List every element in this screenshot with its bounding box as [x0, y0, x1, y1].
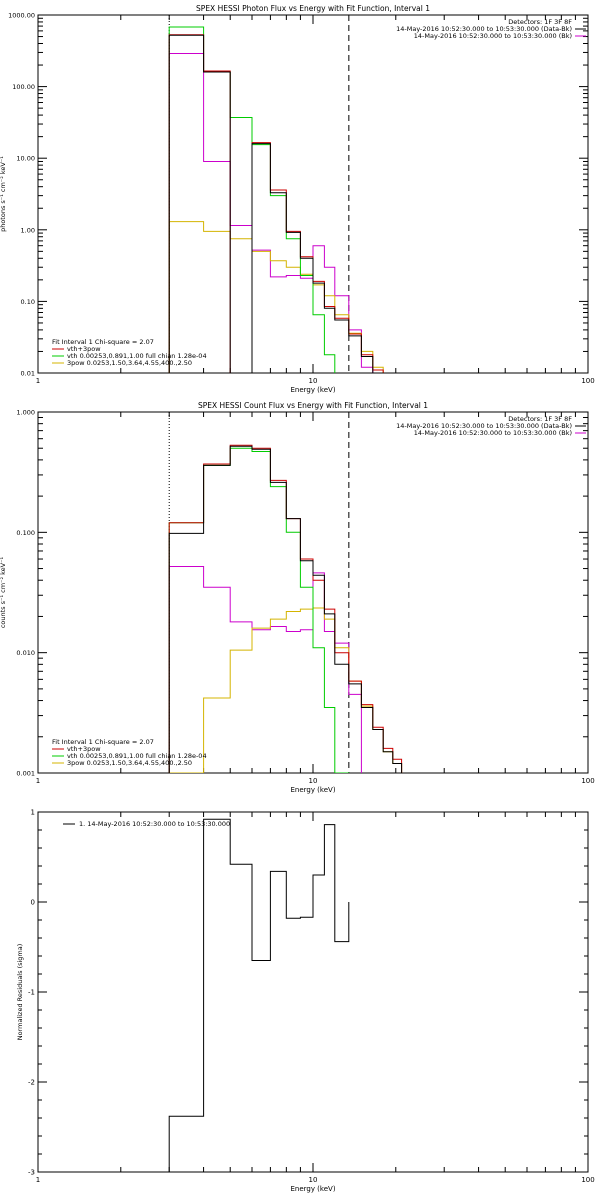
x-tick-label: 1 — [36, 1176, 40, 1184]
plot-frame — [37, 14, 589, 374]
background-series — [168, 53, 383, 377]
fit-legend-entry: vth 0.00253,0.891,1.00 full chian 1.28e-… — [67, 752, 207, 760]
data-bk-label: 14-May-2016 10:52:30.000 to 10:53:30.000… — [396, 25, 572, 33]
x-axis-label: Energy (keV) — [290, 1185, 335, 1193]
fit-legend-title: Fit Interval 1 Chi-square = 2.07 — [52, 738, 154, 746]
data-bk-label: 14-May-2016 10:52:30.000 to 10:53:30.000… — [396, 422, 572, 430]
residual-legend-label: 1. 14-May-2016 10:52:30.000 to 10:53:30.… — [79, 820, 230, 828]
x-tick-label: 10 — [309, 777, 318, 785]
y-tick-label: 0 — [31, 899, 35, 907]
fit-legend-entry: vth+3pow — [67, 345, 101, 353]
y-axis-label: photons s⁻¹ cm⁻² keV⁻¹ — [0, 156, 7, 232]
chart-panel-1: 1 10 100 Energy (keV) 0.01 0.10 1.00 10.00 100.0… — [0, 4, 595, 394]
data-step — [373, 376, 383, 377]
bk-label: 14-May-2016 10:52:30.000 to 10:53:30.000… — [414, 429, 572, 437]
y-axis-label: Normalized Residuals (sigma) — [16, 944, 24, 1041]
data-step — [335, 378, 349, 379]
chart-panel-3: 1 10 100 Energy (keV) -3 -2 -1 0 1 Normalized Res… — [16, 809, 595, 1194]
thermal-series — [168, 26, 362, 379]
plot-frame — [37, 811, 589, 1173]
y-tick-label: 1.00 — [21, 226, 35, 234]
x-axis-label: Energy (keV) — [290, 786, 335, 794]
plot-area — [168, 818, 350, 1172]
fit-legend-entry: 3pow 0.0253,1.50,3.64,4.55,400.,2.50 — [67, 359, 192, 367]
series-line — [168, 818, 350, 1172]
detectors-label: Detectors: 1F 3F 8F — [508, 18, 572, 26]
detectors-label: Detectors: 1F 3F 8F — [508, 415, 572, 423]
series-line — [168, 566, 362, 773]
x-tick-label: 1 — [36, 777, 40, 785]
data-series — [168, 34, 384, 373]
powerlaw-series — [168, 607, 403, 773]
chart-panel-2: 1 10 100 Energy (keV) 0.001 0.010 0.100 1.000 co… — [0, 401, 595, 794]
series-line — [168, 34, 384, 373]
data-series — [168, 445, 403, 773]
series-line — [168, 447, 350, 773]
y-tick-label: 0.01 — [21, 370, 35, 378]
y-tick-label: 0.10 — [21, 298, 35, 306]
bk-label: 14-May-2016 10:52:30.000 to 10:53:30.000… — [414, 32, 572, 40]
fit-legend-entry: vth+3pow — [67, 745, 101, 753]
series-line — [168, 26, 336, 373]
total-series — [168, 444, 403, 773]
y-tick-label: 1.000 — [16, 409, 35, 417]
y-tick-label: 10.00 — [16, 155, 35, 163]
x-tick-label: 1 — [36, 377, 40, 385]
y-tick-label: -1 — [28, 989, 35, 997]
plot-area — [168, 26, 384, 379]
residual-series — [168, 818, 350, 1172]
series-line — [168, 445, 403, 773]
y-tick-label: 0.001 — [16, 770, 35, 778]
x-tick-label: 100 — [581, 377, 594, 385]
fit-legend-entry: vth 0.00253,0.891,1.00 full chian 1.28e-… — [67, 352, 207, 360]
y-tick-label: 1 — [31, 809, 35, 817]
series-line — [168, 607, 403, 773]
chart-title: SPEX HESSI Count Flux vs Energy with Fit… — [198, 401, 428, 410]
y-tick-label: 100.00 — [12, 83, 35, 91]
background-series — [168, 566, 362, 773]
series-line — [168, 53, 374, 373]
data-step — [349, 378, 362, 379]
series-line — [168, 34, 384, 373]
series-line — [168, 444, 403, 773]
total-series — [168, 34, 384, 373]
y-tick-label: -2 — [28, 1079, 35, 1087]
y-tick-label: 1000.00 — [8, 12, 35, 20]
fit-legend-title: Fit Interval 1 Chi-square = 2.07 — [52, 338, 154, 346]
x-tick-label: 100 — [581, 777, 594, 785]
y-tick-label: 0.010 — [16, 649, 35, 657]
plot-area — [168, 444, 403, 773]
x-axis-label: Energy (keV) — [290, 386, 335, 394]
x-tick-label: 100 — [581, 1176, 594, 1184]
x-tick-label: 10 — [309, 1176, 318, 1184]
thermal-series — [168, 447, 350, 773]
y-tick-label: -3 — [28, 1169, 35, 1177]
y-tick-label: 0.100 — [16, 529, 35, 537]
chart-title: SPEX HESSI Photon Flux vs Energy with Fi… — [196, 4, 430, 13]
fit-legend-entry: 3pow 0.0253,1.50,3.64,4.55,400.,2.50 — [67, 759, 192, 767]
y-axis-label: counts s⁻¹ cm⁻² keV⁻¹ — [0, 556, 7, 628]
x-tick-label: 10 — [309, 377, 318, 385]
